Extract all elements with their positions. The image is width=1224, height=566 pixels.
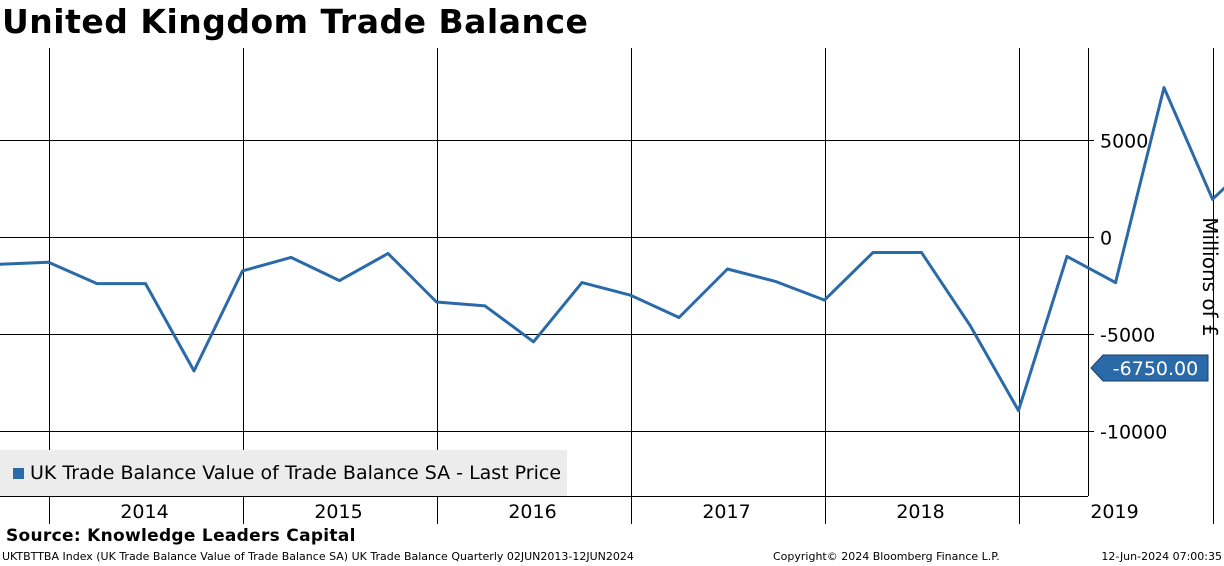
data-point	[1114, 281, 1117, 284]
data-point	[532, 340, 535, 344]
x-tick-label: 2019	[1090, 501, 1138, 523]
data-point	[386, 252, 390, 255]
footer-copyright: Copyright© 2024 Bloomberg Finance L.P.	[773, 550, 1000, 563]
x-tick-label: 2016	[508, 501, 556, 523]
data-point	[629, 293, 632, 297]
data-point	[823, 298, 826, 302]
data-point	[920, 251, 923, 254]
data-point	[968, 323, 972, 327]
y-tick-label: -5000	[1100, 325, 1155, 347]
data-point	[0, 262, 2, 266]
legend-swatch	[13, 467, 24, 479]
data-point	[774, 280, 778, 283]
data-point	[726, 267, 729, 271]
data-point	[871, 251, 875, 254]
line-chart: 2014201520162017201820192020202120222023…	[0, 48, 1224, 524]
data-point	[677, 316, 681, 319]
legend: UK Trade Balance Value of Trade Balance …	[0, 450, 567, 496]
data-point	[144, 282, 147, 285]
y-tick-label: 0	[1100, 228, 1112, 250]
x-tick-label: 2015	[314, 501, 362, 523]
x-axis-year-labels: 2014201520162017201820192020202120222023…	[49, 496, 1214, 524]
legend-label: UK Trade Balance Value of Trade Balance …	[30, 462, 562, 484]
y-axis: 5000 0 -5000 -10000	[0, 48, 1167, 497]
footer-ticker-description: UKTBTTBA Index (UK Trade Balance Value o…	[2, 550, 634, 563]
data-point	[1162, 86, 1166, 89]
data-point	[241, 269, 244, 273]
footer-timestamp: 12-Jun-2024 07:00:35	[1101, 550, 1222, 563]
last-price-badge	[1090, 354, 1209, 382]
source-note: Source: Knowledge Leaders Capital	[6, 526, 356, 546]
y-tick-label: 5000	[1100, 131, 1148, 153]
x-tick-label: 2014	[120, 501, 168, 523]
data-point	[338, 279, 341, 282]
last-price-marker: -6750.00	[1090, 354, 1209, 382]
data-point	[1017, 409, 1020, 412]
data-point	[289, 256, 293, 259]
data-point	[192, 369, 196, 373]
data-point	[47, 260, 50, 264]
y-axis-label: Millions of £	[1198, 217, 1222, 337]
x-tick-label: 2018	[896, 501, 944, 523]
last-price-label: -6750.00	[1113, 358, 1198, 380]
data-point	[1211, 197, 1214, 201]
data-point	[95, 282, 99, 285]
data-point	[435, 300, 438, 304]
grid	[0, 48, 1214, 496]
x-tick-label: 2017	[702, 501, 750, 523]
data-point	[580, 281, 584, 284]
series-layer	[0, 86, 1224, 413]
series-line	[0, 86, 1224, 413]
chart-title: United Kingdom Trade Balance	[2, 2, 589, 41]
y-tick-label: -10000	[1100, 422, 1167, 444]
data-point	[1065, 255, 1069, 258]
data-point	[483, 304, 487, 308]
